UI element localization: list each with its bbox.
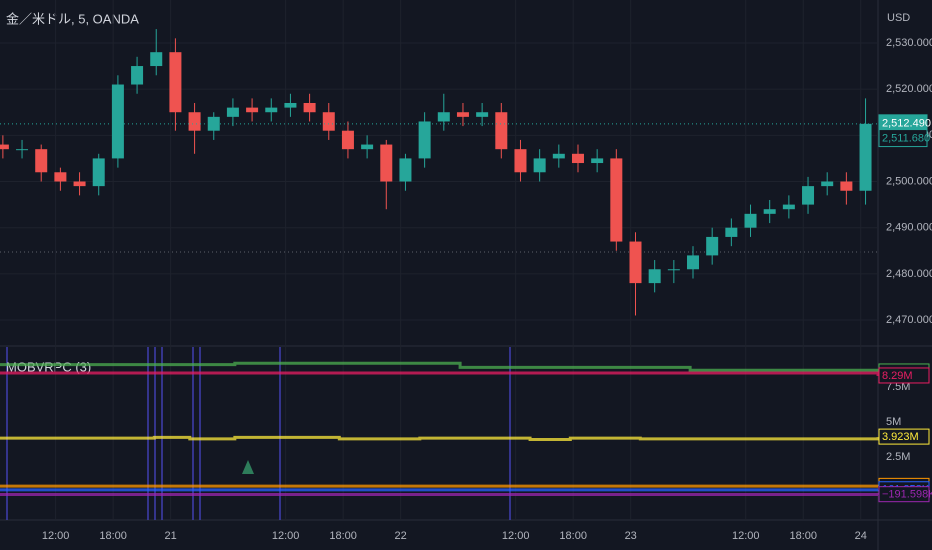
candle-body bbox=[802, 186, 815, 205]
y-tick-label: 2,530.000 bbox=[886, 37, 932, 49]
candle-body bbox=[514, 149, 527, 173]
indicator-line bbox=[0, 361, 880, 372]
candle-body bbox=[399, 158, 412, 182]
candle-body bbox=[667, 269, 680, 271]
candle-body bbox=[188, 112, 201, 131]
candle-body bbox=[92, 158, 105, 187]
y-tick-label: 5M bbox=[886, 416, 901, 428]
candle-body bbox=[821, 181, 834, 187]
candle-body bbox=[687, 255, 700, 270]
y-tick-label: 2,470.000 bbox=[886, 314, 932, 326]
candle-body bbox=[648, 269, 661, 284]
candle-body bbox=[571, 153, 584, 164]
candle-body bbox=[476, 112, 489, 117]
candle-body bbox=[552, 153, 565, 159]
candle-body bbox=[73, 181, 86, 187]
candle-body bbox=[35, 149, 48, 173]
y-tick-label: 2,520.000 bbox=[886, 83, 932, 95]
candle-body bbox=[322, 112, 335, 131]
x-tick-label: 23 bbox=[625, 530, 637, 542]
candle-body bbox=[859, 123, 872, 191]
candle-body bbox=[54, 172, 67, 182]
candle-body bbox=[840, 181, 853, 191]
candle-body bbox=[437, 112, 450, 122]
value-label-box bbox=[878, 367, 930, 384]
candle-body bbox=[341, 130, 354, 150]
price-label-box bbox=[878, 129, 928, 148]
x-tick-label: 21 bbox=[164, 530, 176, 542]
candle-body bbox=[246, 107, 259, 113]
value-label-box bbox=[878, 428, 930, 445]
signal-marker bbox=[242, 460, 254, 474]
y-tick-label: 2.5M bbox=[886, 451, 910, 463]
candle-body bbox=[226, 107, 239, 117]
candle-body bbox=[380, 144, 393, 182]
candle-body bbox=[16, 149, 29, 151]
indicator-line bbox=[0, 371, 880, 376]
candle-body bbox=[763, 209, 776, 214]
candle-body bbox=[207, 116, 220, 131]
candle-body bbox=[456, 112, 469, 117]
price-label: 2,511.680 bbox=[882, 132, 930, 144]
y-tick-label: 2,480.000 bbox=[886, 268, 932, 280]
value-label-box bbox=[878, 486, 930, 503]
value-label: 8.29M bbox=[882, 370, 913, 382]
candle-body bbox=[169, 52, 182, 113]
indicator-line bbox=[0, 435, 880, 442]
candle-body bbox=[591, 158, 604, 164]
candle-body bbox=[131, 66, 144, 85]
value-label: −191.598K bbox=[882, 489, 932, 501]
candle-body bbox=[418, 121, 431, 159]
y-tick-label: 2,500.000 bbox=[886, 175, 932, 187]
x-tick-label: 12:00 bbox=[272, 530, 300, 542]
x-tick-label: 18:00 bbox=[99, 530, 127, 542]
chart-title: 金／米ドル, 5, OANDA bbox=[6, 11, 139, 26]
candle-body bbox=[610, 158, 623, 242]
candle-body bbox=[284, 102, 297, 108]
candle-body bbox=[111, 84, 124, 159]
x-tick-label: 18:00 bbox=[559, 530, 587, 542]
candle-body bbox=[0, 144, 9, 150]
candle-body bbox=[495, 112, 508, 150]
x-tick-label: 18:00 bbox=[789, 530, 817, 542]
x-tick-label: 12:00 bbox=[42, 530, 70, 542]
price-label: 2,512.490 bbox=[882, 118, 931, 130]
candle-body bbox=[725, 227, 738, 237]
candle-body bbox=[629, 241, 642, 284]
candle-body bbox=[150, 52, 163, 67]
candle-body bbox=[303, 102, 316, 113]
candle-body bbox=[706, 236, 719, 256]
candle-body bbox=[533, 158, 546, 173]
x-tick-label: 22 bbox=[395, 530, 407, 542]
x-tick-label: 12:00 bbox=[502, 530, 530, 542]
candle-body bbox=[744, 213, 757, 228]
x-tick-label: 18:00 bbox=[329, 530, 357, 542]
y-tick-label: 7.5M bbox=[886, 381, 910, 393]
x-tick-label: 12:00 bbox=[732, 530, 760, 542]
candle-body bbox=[782, 204, 795, 210]
x-tick-label: 24 bbox=[855, 530, 867, 542]
candle-body bbox=[361, 144, 374, 150]
value-label: 3.923M bbox=[882, 431, 919, 443]
currency: USD bbox=[887, 12, 910, 24]
y-tick-label: 2,490.000 bbox=[886, 222, 932, 234]
candle-body bbox=[265, 107, 278, 113]
